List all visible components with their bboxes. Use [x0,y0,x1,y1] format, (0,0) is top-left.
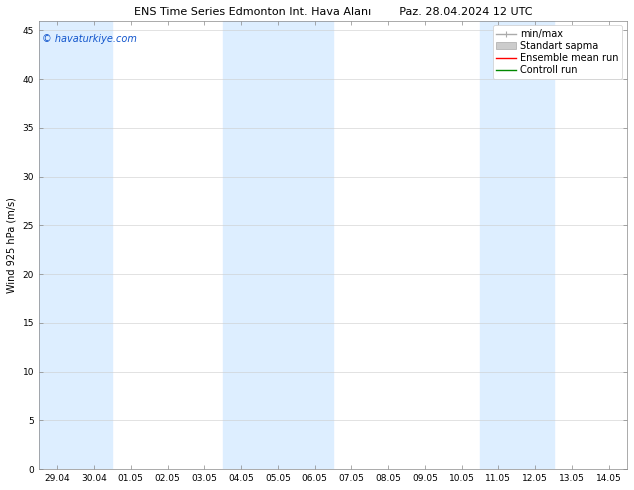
Title: ENS Time Series Edmonton Int. Hava Alanı        Paz. 28.04.2024 12 UTC: ENS Time Series Edmonton Int. Hava Alanı… [134,7,532,17]
Bar [223,21,333,469]
Y-axis label: Wind 925 hPa (m/s): Wind 925 hPa (m/s) [7,197,17,293]
Legend: min/max, Standart sapma, Ensemble mean run, Controll run: min/max, Standart sapma, Ensemble mean r… [493,25,622,79]
Text: © havaturkiye.com: © havaturkiye.com [42,34,137,44]
Bar [39,21,112,469]
Bar [480,21,553,469]
